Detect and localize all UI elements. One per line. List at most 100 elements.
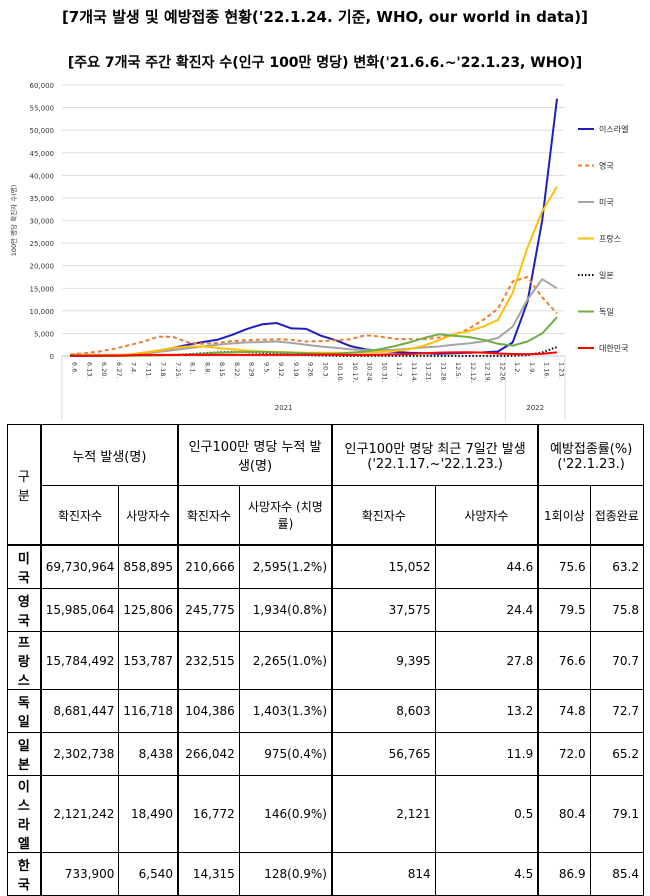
x-tick-label: 10.24. xyxy=(366,362,374,383)
x-tick-label: 1.9. xyxy=(528,362,536,374)
cell-wk-deaths: 44.6 xyxy=(434,544,539,589)
cell-pm-deaths: 1,934(0.8%) xyxy=(238,588,333,632)
cell-pm-deaths: 2,265(1.0%) xyxy=(238,631,333,690)
legend-label: 이스라엘 xyxy=(599,124,628,134)
country-name: 일본 xyxy=(6,732,42,776)
country-name: 한국 xyxy=(6,852,42,896)
series-line xyxy=(69,186,558,357)
subheader: 사망자수 xyxy=(434,485,539,546)
x-axis-ticks: 6.6. 6.13. 6.20. 6.27. 7.4. 7.11. 7.18. 7.25. 8.… xyxy=(71,362,566,383)
cell-wk-cases: 37,575 xyxy=(330,588,436,632)
y-tick-label: 35,000 xyxy=(30,195,55,203)
year-labels: 2021 2022 xyxy=(275,404,544,412)
cell-pm-deaths: 146(0.9%) xyxy=(238,775,333,853)
x-tick-label: 11.7. xyxy=(395,362,403,379)
table-row: 이스라엘 2,121,242 18,490 16,772 146(0.9%) 2,121 0… xyxy=(6,775,645,853)
cell-wk-deaths: 13.2 xyxy=(434,689,539,733)
year-label: 2021 xyxy=(275,404,293,412)
cell-wk-cases: 8,603 xyxy=(330,689,436,733)
x-tick-label: 8.15. xyxy=(218,362,226,379)
cell-wk-cases: 56,765 xyxy=(330,732,436,776)
legend-label: 미국 xyxy=(599,198,614,207)
table-row: 프랑스 15,784,492 153,787 232,515 2,265(1.0%) 9,… xyxy=(6,631,645,690)
country-name: 독일 xyxy=(6,689,42,733)
cell-vax1: 86.9 xyxy=(537,852,591,896)
subheader: 사망자수 (치명률) xyxy=(238,485,333,546)
subheader: 확진자수 xyxy=(39,485,120,546)
cell-cum-cases: 15,985,064 xyxy=(39,588,120,632)
x-tick-label: 12.26. xyxy=(498,362,506,383)
cell-vax1: 80.4 xyxy=(537,775,591,853)
table-row: 독일 8,681,447 116,718 104,386 1,403(1.3%) 8,60… xyxy=(6,689,645,733)
x-tick-label: 9.5. xyxy=(262,362,270,374)
cell-vax1: 72.0 xyxy=(537,732,591,776)
series-line xyxy=(69,316,558,357)
x-tick-label: 8.1. xyxy=(189,362,197,374)
cell-cum-cases: 2,302,738 xyxy=(39,732,120,776)
table-row: 영국 15,985,064 125,806 245,775 1,934(0.8%) 37,… xyxy=(6,588,645,632)
country-name: 영국 xyxy=(6,588,42,632)
cell-cum-deaths: 153,787 xyxy=(118,631,179,690)
series-line xyxy=(69,278,558,356)
cell-wk-deaths: 11.9 xyxy=(434,732,539,776)
header-per-million: 인구100만 명당 누적 발생(명) xyxy=(177,424,333,486)
x-tick-label: 1.23. xyxy=(558,362,566,379)
x-tick-label: 6.20. xyxy=(100,362,108,379)
cell-wk-cases: 2,121 xyxy=(330,775,436,853)
series-lines xyxy=(69,98,558,357)
cell-wk-deaths: 0.5 xyxy=(434,775,539,853)
cell-wk-deaths: 24.4 xyxy=(434,588,539,632)
cell-cum-deaths: 6,540 xyxy=(118,852,179,896)
y-tick-label: 15,000 xyxy=(30,285,55,293)
cell-vax-full: 85.4 xyxy=(589,852,645,896)
x-tick-label: 10.10. xyxy=(336,362,344,383)
series-line xyxy=(70,351,558,357)
x-tick-label: 10.17. xyxy=(351,362,359,383)
chart-title: [주요 7개국 주간 확진자 수(인구 100만 명당) 변화('21.6.6.… xyxy=(67,55,583,71)
cell-wk-deaths: 4.5 xyxy=(434,852,539,896)
y-tick-label: 10,000 xyxy=(30,308,55,316)
header-category: 구분 xyxy=(6,424,42,546)
y-axis-label: 100만 명당 확진자 수(명) xyxy=(9,185,18,257)
legend-label: 일본 xyxy=(599,271,614,280)
gridlines xyxy=(61,84,566,420)
cell-vax1: 79.5 xyxy=(537,588,591,632)
cell-wk-deaths: 27.8 xyxy=(434,631,539,690)
x-tick-label: 1.16. xyxy=(543,362,551,379)
series-line xyxy=(69,276,558,356)
x-tick-label: 9.12. xyxy=(277,362,285,379)
data-table: 구분 누적 발생(명) 인구100만 명당 누적 발생(명) 인구100만 명당… xyxy=(6,424,645,896)
y-tick-label: 30,000 xyxy=(30,218,55,226)
cell-cum-deaths: 18,490 xyxy=(118,775,179,853)
cell-wk-cases: 814 xyxy=(330,852,436,896)
cell-pm-cases: 104,386 xyxy=(177,689,240,733)
cell-pm-deaths: 975(0.4%) xyxy=(238,732,333,776)
cell-vax-full: 72.7 xyxy=(589,689,645,733)
cell-vax-full: 70.7 xyxy=(589,631,645,690)
cell-pm-cases: 16,772 xyxy=(177,775,240,853)
cell-wk-cases: 15,052 xyxy=(330,544,436,589)
subheader: 확진자수 xyxy=(330,485,436,546)
country-name: 이스라엘 xyxy=(6,775,42,853)
cell-vax1: 75.6 xyxy=(537,544,591,589)
x-tick-label: 7.11. xyxy=(144,362,152,379)
cell-cum-cases: 69,730,964 xyxy=(39,544,120,589)
x-tick-label: 7.18. xyxy=(159,362,167,379)
x-tick-label: 7.4. xyxy=(130,362,138,374)
cell-vax1: 74.8 xyxy=(537,689,591,733)
y-tick-label: 55,000 xyxy=(30,105,55,113)
cell-cum-deaths: 858,895 xyxy=(118,544,179,589)
cell-wk-cases: 9,395 xyxy=(330,631,436,690)
cell-pm-deaths: 1,403(1.3%) xyxy=(238,689,333,733)
x-tick-label: 10.3. xyxy=(321,362,329,379)
cell-cum-deaths: 116,718 xyxy=(118,689,179,733)
x-tick-label: 11.28. xyxy=(439,362,447,383)
x-tick-label: 8.29. xyxy=(248,362,256,379)
header-cumulative: 누적 발생(명) xyxy=(39,424,179,486)
cell-cum-deaths: 125,806 xyxy=(118,588,179,632)
y-tick-label: 0 xyxy=(50,353,54,361)
table-row: 미국 69,730,964 858,895 210,666 2,595(1.2%) 15,… xyxy=(6,544,645,589)
year-label: 2022 xyxy=(526,404,544,412)
subheader: 확진자수 xyxy=(177,485,240,546)
x-tick-label: 12.12. xyxy=(469,362,477,383)
